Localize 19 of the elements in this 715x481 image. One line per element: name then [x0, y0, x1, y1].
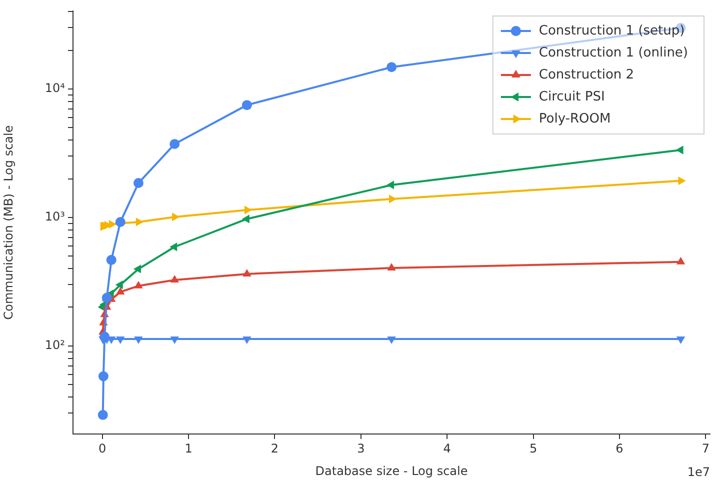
text: 1e7: [687, 465, 710, 480]
x-tick-label: 2: [270, 441, 279, 456]
x-tick-label: 0: [98, 441, 106, 456]
x-tick-label: 4: [443, 441, 451, 456]
x-tick-label: 3: [357, 441, 365, 456]
legend-label: Construction 1 (setup): [538, 23, 685, 38]
y-tick-label: 10⁴: [44, 81, 66, 96]
legend-label: Poly-ROOM: [538, 111, 611, 126]
x-tick-label: 7: [702, 441, 710, 456]
x-tick-label: 5: [529, 441, 538, 456]
x-tick-label: 6: [616, 441, 624, 456]
legend-label: Circuit PSI: [538, 89, 605, 104]
y-tick-label: 10²: [44, 338, 66, 352]
legend-label: Construction 1 (online): [538, 45, 688, 60]
y-tick-label: 10³: [44, 210, 66, 224]
legend-label: Construction 2: [538, 67, 634, 82]
x-tick-label: 1: [184, 441, 192, 456]
y-axis-title: Communication (MB) - Log scale: [1, 125, 16, 320]
x-axis-title: Database size - Log scale: [315, 464, 468, 478]
